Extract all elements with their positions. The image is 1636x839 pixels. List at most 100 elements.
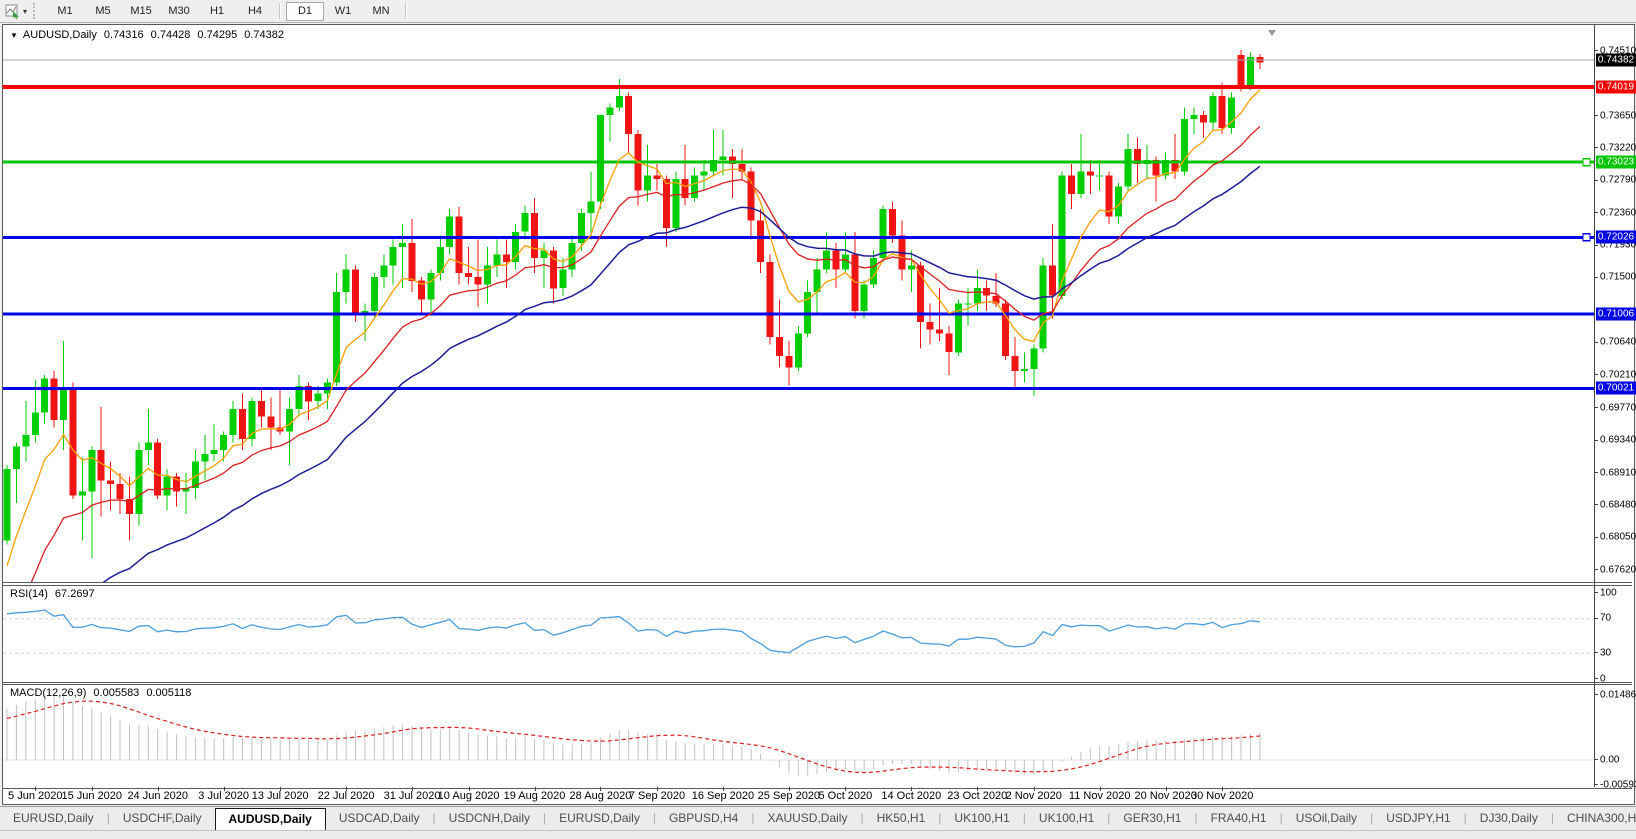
chart-title: ▼ AUDUSD,Daily 0.74316 0.74428 0.74295 0.7438…	[10, 29, 284, 41]
time-tick-mark	[911, 787, 913, 791]
main-chart-pane[interactable]: ▼ AUDUSD,Daily 0.74316 0.74428 0.74295 0.7438…	[3, 25, 1632, 583]
axis-tick-mark	[1594, 678, 1598, 679]
rsi-title: RSI(14) 67.2697	[10, 588, 95, 600]
chart-tab-usdcad-daily[interactable]: USDCAD,Daily	[338, 811, 420, 825]
chart-tool-icon[interactable]	[3, 2, 23, 20]
time-tick-mark	[223, 787, 225, 791]
timeframe-button-m5[interactable]: M5	[95, 5, 111, 17]
toolbar-separator	[405, 3, 408, 19]
chart-tab-gbpusd-h4[interactable]: GBPUSD,H4	[668, 811, 739, 825]
timeframe-button-m1[interactable]: M1	[57, 5, 73, 17]
axis-tick-mark	[1594, 115, 1598, 116]
price-tick-label: 0.68050	[1600, 531, 1636, 543]
axis-tick-mark	[1594, 569, 1598, 571]
price-tick-label: 0.70210	[1600, 369, 1636, 381]
chart-tab-fra40-h1[interactable]: FRA40,H1	[1210, 811, 1267, 825]
timeframe-button-d1[interactable]: D1	[286, 1, 325, 21]
axis-tick-mark	[1594, 617, 1598, 619]
ohlc-low: 0.74295	[197, 29, 238, 41]
chart-tab-eurusd-daily[interactable]: EURUSD,Daily	[13, 811, 94, 825]
axis-tick-mark	[1594, 784, 1598, 785]
chart-tab-usoil-daily[interactable]: USOil,Daily	[1295, 811, 1358, 825]
chart-shift-marker	[1268, 30, 1276, 36]
tab-separator: |	[860, 811, 864, 825]
chart-tab-uk100-h1[interactable]: UK100,H1	[1038, 811, 1095, 825]
rsi-tick-label: 100	[1600, 587, 1617, 598]
chart-tab-ger30-h1[interactable]: GER30,H1	[1123, 811, 1182, 825]
date-tick-label: 7 Sep 2020	[628, 790, 686, 802]
price-axis-line	[1594, 25, 1595, 787]
date-tick-label: 31 Jul 2020	[383, 790, 441, 802]
title-caret-icon[interactable]: ▼	[10, 31, 18, 40]
date-tick-label: 25 Sep 2020	[757, 790, 821, 802]
rsi-indicator-pane[interactable]: RSI(14) 67.2697	[3, 585, 1632, 683]
timeframe-button-m15[interactable]: M15	[130, 5, 152, 17]
time-tick-mark	[346, 787, 348, 791]
ohlc-high: 0.74428	[150, 29, 191, 41]
tab-separator: |	[1550, 811, 1554, 825]
rsi-value-label: 67.2697	[54, 588, 95, 600]
macd-tick-label: -0.00593	[1600, 779, 1636, 790]
axis-tick-mark	[1594, 147, 1598, 149]
rsi-tick-label: 0	[1600, 673, 1606, 684]
time-tick-mark	[977, 787, 979, 791]
macd-tick-label: 0.00	[1600, 754, 1620, 765]
toolbar-grip[interactable]	[33, 3, 40, 19]
chart-tab-china300-h1[interactable]: CHINA300,H1	[1566, 811, 1636, 825]
ohlc-close: 0.74382	[244, 29, 284, 41]
tab-separator: |	[1463, 811, 1467, 825]
ohlc-open: 0.74316	[103, 29, 144, 41]
tab-separator: |	[1279, 811, 1283, 825]
chart-tool-dropdown-caret-icon[interactable]: ▾	[23, 6, 28, 16]
date-tick-label: 5 Jun 2020	[8, 790, 63, 802]
macd-indicator-pane[interactable]: MACD(12,26,9) 0.005583 0.005118	[3, 684, 1632, 789]
time-tick-mark	[280, 787, 282, 791]
tab-separator: |	[432, 811, 436, 825]
time-tick-mark	[157, 787, 159, 791]
chart-tab-usdchf-daily[interactable]: USDCHF,Daily	[122, 811, 202, 825]
chart-tab-hk50-h1[interactable]: HK50,H1	[876, 811, 926, 825]
macd-tick-label: 0.014861	[1600, 689, 1636, 700]
time-tick-mark	[722, 787, 724, 791]
date-tick-label: 28 Aug 2020	[569, 790, 632, 802]
time-tick-mark	[600, 787, 602, 791]
timeframe-button-m30[interactable]: M30	[168, 5, 190, 17]
chart-tab-dj30-daily[interactable]: DJ30,Daily	[1479, 811, 1538, 825]
timeframe-button-w1[interactable]: W1	[334, 5, 352, 17]
axis-tick-mark	[1594, 536, 1598, 538]
price-tick-label: 0.72360	[1600, 207, 1636, 219]
price-tick-label: 0.73220	[1600, 142, 1636, 154]
date-tick-label: 22 Jul 2020	[317, 790, 375, 802]
macd-value-label: 0.005583	[93, 687, 140, 699]
price-tick-label: 0.68480	[1600, 499, 1636, 511]
chart-tab-uk100-h1[interactable]: UK100,H1	[954, 811, 1010, 825]
macd-name-label: MACD(12,26,9)	[10, 687, 87, 699]
axis-tick-mark	[1594, 374, 1598, 376]
chart-tab-bar: EURUSD,Daily | USDCHF,Daily AUDUSD,Daily USD…	[0, 806, 1636, 830]
date-tick-label: 14 Oct 2020	[881, 790, 942, 802]
axis-tick-mark	[1594, 341, 1598, 343]
axis-tick-mark	[1594, 472, 1598, 474]
tab-separator: |	[751, 811, 755, 825]
chart-symbol-label: AUDUSD,Daily	[22, 29, 97, 41]
axis-tick-mark	[1594, 592, 1598, 593]
chart-tab-xauusd-daily[interactable]: XAUUSD,Daily	[767, 811, 848, 825]
time-tick-mark	[412, 787, 414, 791]
timeframe-button-h1[interactable]: H1	[209, 5, 225, 17]
timeframe-button-mn[interactable]: MN	[372, 5, 390, 17]
axis-tick-mark	[1594, 407, 1598, 409]
chart-tab-usdjpy-h1[interactable]: USDJPY,H1	[1386, 811, 1451, 825]
timeframe-button-h4[interactable]: H4	[247, 5, 263, 17]
chart-tab-eurusd-daily[interactable]: EURUSD,Daily	[559, 811, 640, 825]
toolbar-separator	[279, 3, 282, 19]
time-tick-mark	[468, 787, 470, 791]
macd-signal-value-label: 0.005118	[146, 687, 192, 699]
window-bottom-strip	[0, 830, 1636, 839]
chart-tab-usdcnh-daily[interactable]: USDCNH,Daily	[448, 811, 531, 825]
time-tick-mark	[845, 787, 847, 791]
axis-tick-mark	[1594, 504, 1598, 506]
chart-tab-audusd-daily[interactable]: AUDUSD,Daily	[214, 808, 326, 830]
time-tick-mark	[1033, 787, 1035, 791]
date-tick-label: 24 Jun 2020	[127, 790, 188, 802]
date-tick-label: 19 Aug 2020	[503, 790, 566, 802]
